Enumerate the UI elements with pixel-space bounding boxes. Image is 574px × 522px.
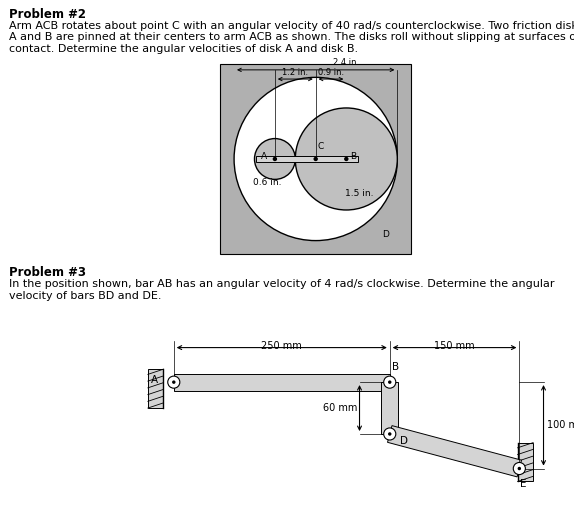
Circle shape [344,157,348,161]
Text: contact. Determine the angular velocities of disk A and disk B.: contact. Determine the angular velocitie… [9,44,358,54]
Circle shape [388,432,391,436]
Circle shape [513,462,525,474]
Text: C: C [318,143,324,151]
Bar [518,443,533,481]
Text: 250 mm: 250 mm [261,341,302,351]
Text: B: B [350,152,356,161]
Bar [148,369,164,408]
Text: Problem #2: Problem #2 [9,8,86,21]
Text: In the position shown, bar AB has an angular velocity of 4 rad/s clockwise. Dete: In the position shown, bar AB has an ang… [9,279,554,289]
Text: Arm ACB rotates about point C with an angular velocity of 40 rad/s counterclockw: Arm ACB rotates about point C with an an… [9,21,574,31]
Circle shape [168,376,180,388]
Circle shape [388,381,391,384]
Circle shape [383,376,396,388]
Text: A: A [151,375,158,385]
Text: 0.9 in.: 0.9 in. [318,68,344,77]
Text: 1.5 in.: 1.5 in. [344,189,373,198]
Text: A: A [261,152,267,161]
Circle shape [273,157,277,161]
Text: 2.4 in.: 2.4 in. [333,58,359,67]
Text: 1.2 in.: 1.2 in. [282,68,308,77]
Bar [220,64,411,254]
Text: velocity of bars BD and DE.: velocity of bars BD and DE. [9,291,161,301]
Circle shape [383,428,396,440]
Bar [381,382,398,434]
Text: B: B [393,362,400,372]
Text: E: E [521,479,527,489]
Circle shape [518,467,521,470]
Text: 60 mm: 60 mm [323,403,357,413]
Circle shape [313,157,318,161]
Text: 0.6 in.: 0.6 in. [253,179,281,187]
Text: D: D [382,230,389,240]
Bar [255,156,358,162]
Text: Problem #3: Problem #3 [9,266,86,279]
Text: A and B are pinned at their centers to arm ACB as shown. The disks roll without : A and B are pinned at their centers to a… [9,32,574,42]
Polygon shape [387,425,522,477]
Circle shape [295,108,397,210]
Circle shape [234,77,397,241]
Circle shape [172,381,176,384]
Bar [174,374,390,391]
Text: 100 mm: 100 mm [547,420,574,430]
Text: 150 mm: 150 mm [434,341,475,351]
Text: D: D [400,436,408,446]
Circle shape [254,138,295,180]
